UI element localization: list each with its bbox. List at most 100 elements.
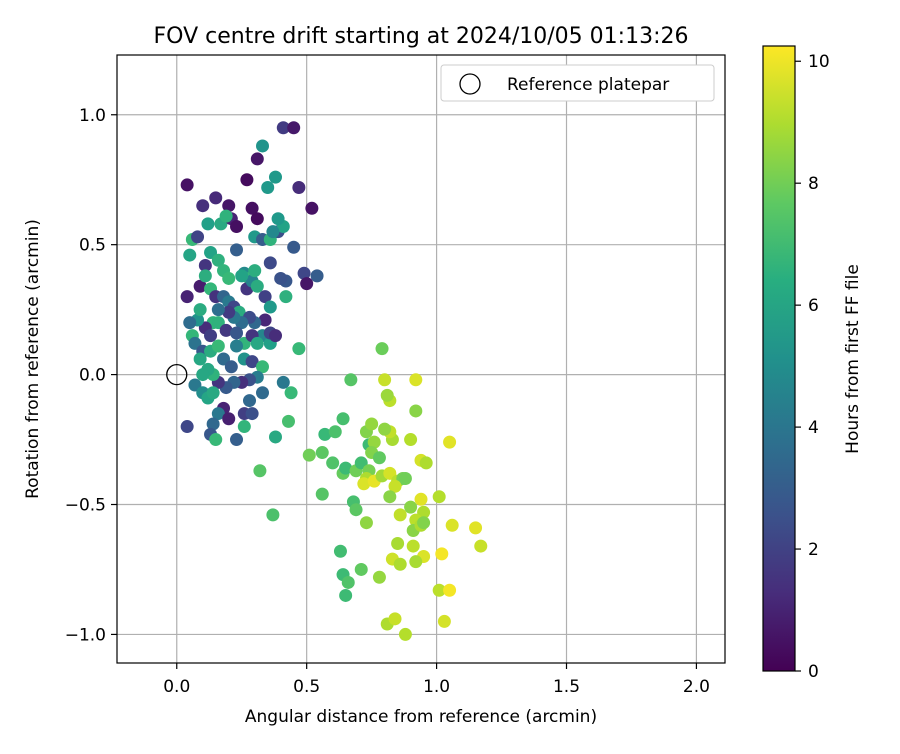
data-point xyxy=(383,490,397,504)
data-point xyxy=(245,355,259,369)
legend-box xyxy=(440,64,715,102)
data-point xyxy=(404,433,418,447)
colorbar-tick-label: 6 xyxy=(808,296,819,316)
axes: 0.0 0.5 1.0 1.5 2.0 −1.0 −0.5 0.0 0.5 1.0 xyxy=(65,106,710,697)
data-point xyxy=(310,269,324,283)
data-point xyxy=(245,201,259,215)
data-point xyxy=(193,303,207,317)
x-tick-label: 0.0 xyxy=(163,677,190,697)
data-point xyxy=(354,562,368,576)
data-point xyxy=(256,139,270,153)
colorbar-tick-label: 2 xyxy=(808,540,819,560)
data-point xyxy=(469,521,483,535)
data-point xyxy=(196,368,210,382)
data-point xyxy=(409,373,423,387)
data-point xyxy=(193,279,207,293)
data-point xyxy=(201,217,215,231)
data-point xyxy=(372,570,386,584)
data-point xyxy=(180,290,194,304)
data-point xyxy=(398,472,412,486)
legend-label-reference: Reference platepar xyxy=(507,75,669,95)
data-point xyxy=(211,303,225,317)
data-point xyxy=(219,323,233,337)
data-point xyxy=(258,290,272,304)
data-point xyxy=(198,269,212,283)
data-point xyxy=(372,451,386,465)
data-point xyxy=(409,404,423,418)
data-point xyxy=(230,339,244,353)
data-point xyxy=(344,373,358,387)
data-point xyxy=(261,181,275,195)
data-point xyxy=(388,612,402,626)
y-tick-label: −0.5 xyxy=(65,496,106,516)
data-point xyxy=(367,435,381,449)
data-point xyxy=(256,360,270,374)
data-point xyxy=(266,225,280,239)
data-point xyxy=(183,316,197,330)
data-point xyxy=(183,248,197,262)
data-point xyxy=(443,583,457,597)
data-point xyxy=(191,230,205,244)
reference-platepar-marker xyxy=(166,363,188,386)
data-point xyxy=(393,557,407,571)
data-point xyxy=(388,479,402,493)
data-point xyxy=(378,422,392,436)
data-point xyxy=(391,536,405,550)
data-point xyxy=(276,375,290,389)
data-point xyxy=(263,300,277,314)
data-point xyxy=(287,240,301,254)
data-point xyxy=(378,373,392,387)
data-point xyxy=(279,290,293,304)
data-point xyxy=(302,448,316,462)
data-point xyxy=(206,417,220,431)
colorbar-tick-label: 8 xyxy=(808,174,819,194)
data-point xyxy=(281,414,295,428)
data-point xyxy=(268,430,282,444)
colorbar: 0 2 4 6 8 10 Hours from first FF file xyxy=(762,45,863,682)
data-point xyxy=(253,464,267,478)
data-point xyxy=(435,547,449,561)
data-point xyxy=(365,417,379,431)
data-point xyxy=(222,271,236,285)
data-point xyxy=(419,456,433,470)
data-point xyxy=(409,555,423,569)
data-point xyxy=(339,461,353,475)
data-point xyxy=(222,199,236,213)
data-point xyxy=(406,539,420,553)
x-axis-label: Angular distance from reference (arcmin) xyxy=(245,707,597,727)
data-point xyxy=(349,503,363,517)
data-point xyxy=(206,386,220,400)
data-point xyxy=(211,339,225,353)
data-point xyxy=(339,588,353,602)
legend-marker-reference xyxy=(459,73,481,95)
data-point xyxy=(263,256,277,270)
data-point xyxy=(297,266,311,280)
data-point xyxy=(248,264,262,278)
data-point xyxy=(398,627,412,641)
data-point xyxy=(230,326,244,340)
colorbar-tick-label: 0 xyxy=(808,662,819,682)
data-point xyxy=(243,394,257,408)
data-point xyxy=(219,209,233,223)
y-axis-label: Rotation from reference (arcmin) xyxy=(23,219,43,499)
data-point xyxy=(328,425,342,439)
data-point xyxy=(318,427,332,441)
data-point xyxy=(256,386,270,400)
colorbar-tick-label: 4 xyxy=(808,418,819,438)
y-tick-label: 0.0 xyxy=(79,366,106,386)
data-point xyxy=(292,342,306,356)
data-point xyxy=(341,575,355,589)
data-point xyxy=(196,199,210,213)
data-point xyxy=(258,313,272,327)
data-point xyxy=(271,212,285,226)
data-point xyxy=(230,433,244,447)
x-tick-label: 1.5 xyxy=(553,677,580,697)
data-point xyxy=(300,277,314,291)
data-point xyxy=(180,178,194,192)
data-point xyxy=(336,412,350,426)
y-tick-label: 1.0 xyxy=(79,106,106,126)
data-point xyxy=(266,508,280,522)
x-tick-label: 1.0 xyxy=(423,677,450,697)
data-point xyxy=(393,508,407,522)
chart-title: FOV centre drift starting at 2024/10/05 … xyxy=(154,24,689,49)
